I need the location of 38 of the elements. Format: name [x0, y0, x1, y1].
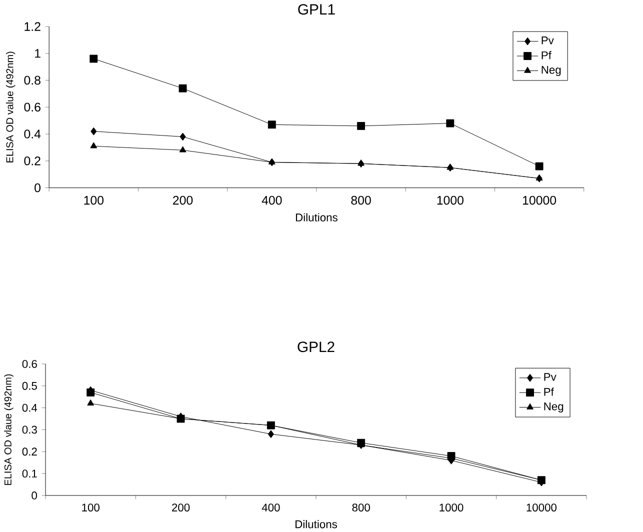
y-tick-label: 1.2: [24, 22, 40, 31]
x-tick-label: 100: [82, 503, 100, 512]
y-axis-title: ELISA OD value (492nm): [6, 52, 16, 162]
y-tick-label: 0.6: [24, 102, 40, 112]
legend-label: Pv: [542, 36, 554, 44]
x-tick-label: 10000: [523, 196, 556, 205]
x-tick-label: 100: [84, 196, 104, 205]
chart-title: GPL1: [298, 4, 335, 14]
x-tick-label: 200: [172, 503, 190, 512]
x-tick-label: 400: [262, 196, 282, 205]
legend-label: Pf: [542, 50, 552, 59]
x-tick-label: 1000: [440, 503, 464, 512]
x-tick-label: 800: [351, 196, 371, 205]
x-tick-label: 10000: [526, 503, 557, 512]
y-tick-label: 0.2: [24, 156, 40, 166]
y-tick-label: 0: [32, 491, 37, 500]
x-tick-label: 1000: [437, 196, 464, 205]
y-tick-label: 0.6: [22, 360, 37, 368]
x-axis-title: Dilutions: [296, 520, 338, 528]
y-tick-label: 0.1: [22, 469, 37, 478]
y-tick-label: 0.4: [24, 129, 41, 138]
chart-title: GPL2: [298, 341, 334, 352]
y-tick-label: 1: [35, 48, 40, 58]
x-axis-title: Dilutions: [296, 213, 338, 222]
y-axis-title: ELISA OD vlaue (492nm): [4, 374, 14, 485]
y-tick-label: 0.2: [22, 448, 37, 456]
y-tick-label: 0: [34, 183, 41, 192]
legend-label: Neg: [542, 66, 561, 76]
legend-label: Neg: [544, 402, 564, 412]
x-tick-label: 800: [352, 503, 370, 512]
y-tick-label: 0.3: [22, 426, 37, 434]
legend-label: Pf: [544, 387, 554, 396]
x-tick-label: 200: [173, 196, 193, 205]
y-tick-label: 0.8: [24, 76, 40, 84]
legend-label: Pv: [544, 372, 556, 381]
y-tick-label: 0.4: [22, 404, 38, 412]
y-tick-label: 0.5: [22, 382, 37, 390]
x-tick-label: 400: [262, 503, 280, 512]
